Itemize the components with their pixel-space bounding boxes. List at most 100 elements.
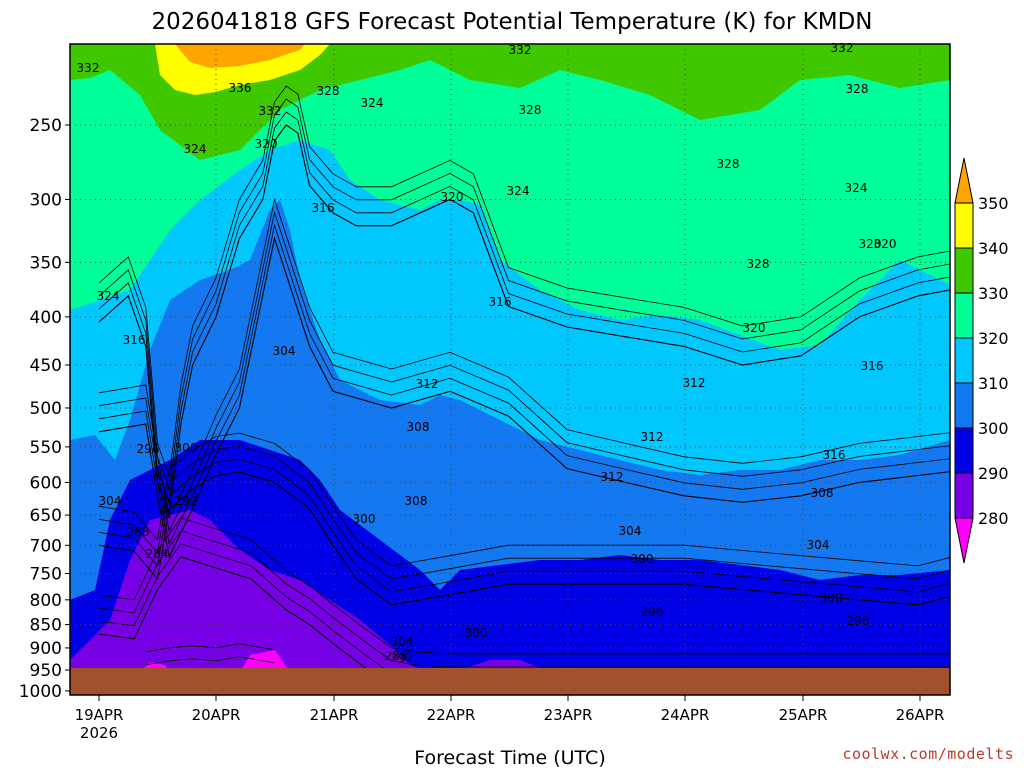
contour-label: 304: [99, 494, 122, 508]
colorbar-label: 280: [978, 509, 1009, 528]
colorbar-label: 320: [978, 329, 1009, 348]
contour-line: [98, 432, 950, 567]
contour-label: 300: [175, 441, 198, 455]
colorbar-under-arrow: [954, 517, 974, 564]
contour-line: [145, 643, 275, 653]
contour-line: [98, 85, 950, 477]
contour-label: 328: [317, 84, 340, 98]
contour-label: 332: [77, 61, 100, 75]
contour-label: 304: [391, 635, 414, 649]
contour-label: 292: [175, 494, 198, 508]
colorbar-band: [954, 202, 974, 249]
chart-title: 2026041818 GFS Forecast Potential Temper…: [151, 9, 872, 35]
contour-label: 300: [631, 552, 654, 566]
contour-label: 296: [847, 614, 870, 628]
contour-label: 324: [97, 289, 120, 303]
contour-label: 324: [361, 96, 384, 110]
contour-label: 316: [489, 295, 512, 309]
contour-label: 324: [184, 142, 207, 156]
x-tick-year: 2026: [80, 724, 118, 742]
contour-label: 328: [717, 157, 740, 171]
colorbar-label: 300: [978, 419, 1009, 438]
y-tick-label: 500: [30, 399, 62, 419]
band-280-290: [70, 510, 950, 695]
contour-label: 336: [229, 81, 252, 95]
colorbar-over-arrow: [954, 157, 974, 204]
contour-line: [98, 98, 950, 490]
contour-label: 320: [859, 237, 882, 251]
contour-label: 332: [831, 41, 854, 55]
contour-label: 332: [509, 43, 532, 57]
contour-line: [98, 458, 950, 593]
contour-label: 284: [146, 547, 169, 561]
y-tick-label: 950: [30, 661, 62, 681]
contour-label: 312: [416, 377, 439, 391]
y-tick-label: 300: [30, 190, 62, 210]
y-tick-label: 750: [30, 564, 62, 584]
contour-label: 320: [441, 190, 464, 204]
colorbar-band: [954, 472, 974, 519]
contour-label: 332: [259, 104, 282, 118]
y-tick-label: 450: [30, 356, 62, 376]
colorbar-band: [954, 427, 974, 474]
contour-label: 308: [811, 486, 834, 500]
colorbar-band: [954, 382, 974, 429]
contour-label: 300: [820, 591, 843, 605]
contour-label: 316: [861, 359, 884, 373]
contour-line: [98, 210, 950, 533]
y-tick-label: 350: [30, 253, 62, 273]
contour-label: 320: [874, 237, 897, 251]
contour-label: 328: [519, 103, 542, 117]
contour-lines: [98, 85, 950, 694]
contour-label: 296: [641, 605, 664, 619]
contour-line: [98, 223, 950, 546]
contour-label: 304: [619, 524, 642, 538]
ground-surface: [70, 668, 950, 695]
y-axis: 250 300 350 400 450 500 550 600 650 700 750 800 850 9…: [19, 116, 70, 702]
contour-label: 304: [807, 538, 830, 552]
plot-area: [70, 44, 950, 695]
contour-label: 320: [743, 321, 766, 335]
contour-label: 288: [127, 525, 150, 539]
contour-label: 296: [137, 442, 160, 456]
contour-label: 312: [683, 376, 706, 390]
contour-line: [98, 124, 950, 516]
contour-label: 308: [407, 420, 430, 434]
y-tick-label: 600: [30, 473, 62, 493]
contour-label: 328: [747, 257, 770, 271]
contour-line: [98, 197, 950, 520]
contour-label: 316: [823, 448, 846, 462]
x-tick-label: 24APR: [661, 706, 710, 724]
y-tick-label: 900: [30, 639, 62, 659]
contour-label: 312: [641, 430, 664, 444]
colorbar-band: [954, 337, 974, 384]
credit-label: coolwx.com/modelts: [842, 745, 1014, 763]
x-tick-label: 25APR: [779, 706, 828, 724]
x-axis: 19APR 20APR 21APR 22APR 23APR 24APR 25APR 26APR…: [75, 695, 945, 742]
contour-label: 300: [353, 512, 376, 526]
contour-label: 288: [385, 649, 408, 663]
x-tick-label: 22APR: [427, 706, 476, 724]
contour-label: 316: [123, 333, 146, 347]
contour-label: 324: [507, 184, 530, 198]
colorbar-label: 330: [978, 284, 1009, 303]
contour-label: 312: [601, 470, 624, 484]
contour-line: [98, 530, 950, 668]
band-above-350: [175, 44, 305, 68]
contour-label: 324: [845, 181, 868, 195]
contour-label: 304: [273, 344, 296, 358]
plot-frame: [69, 43, 951, 696]
colorbar: 350 340 330 320 310 300 290 280: [954, 157, 1009, 564]
y-tick-label: 700: [30, 536, 62, 556]
colorbar-label: 340: [978, 239, 1009, 258]
contour-label: 328: [846, 82, 869, 96]
x-tick-label: 23APR: [544, 706, 593, 724]
y-tick-label: 650: [30, 506, 62, 526]
contour-line: [98, 445, 950, 580]
contour-line: [145, 656, 275, 666]
contour-line: [98, 111, 950, 503]
x-tick-label: 26APR: [896, 706, 945, 724]
contour-label: 316: [312, 201, 335, 215]
